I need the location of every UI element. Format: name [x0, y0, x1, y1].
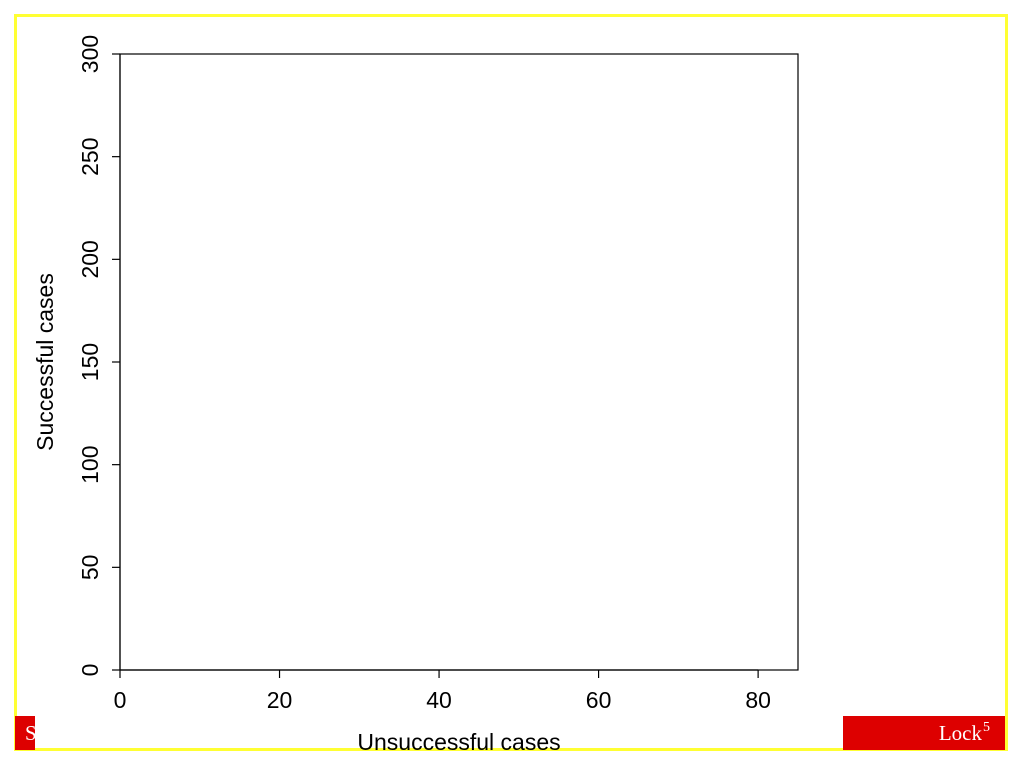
y-tick-label: 250: [77, 137, 103, 175]
slide-border: [14, 14, 1008, 751]
x-tick-label: 0: [114, 687, 127, 713]
x-tick-label: 40: [426, 687, 452, 713]
footer-right-box: [843, 716, 1005, 750]
y-axis-label: Successful cases: [32, 273, 58, 451]
plot-box: [119, 53, 799, 671]
footer-right-superscript: 5: [983, 720, 990, 735]
y-tick-label: 100: [77, 445, 103, 483]
y-tick-label: 200: [77, 240, 103, 278]
footer-left-box: [15, 716, 35, 750]
y-tick-label: 300: [77, 35, 103, 73]
x-tick-label: 20: [267, 687, 293, 713]
y-tick-label: 150: [77, 343, 103, 381]
y-tick-label: 50: [77, 555, 103, 581]
footer-left: S: [25, 721, 37, 745]
x-tick-label: 80: [745, 687, 771, 713]
footer-right: Lock: [939, 721, 983, 745]
y-tick-label: 0: [77, 664, 103, 677]
x-tick-label: 60: [586, 687, 612, 713]
x-axis-label: Unsuccessful cases: [357, 729, 560, 755]
